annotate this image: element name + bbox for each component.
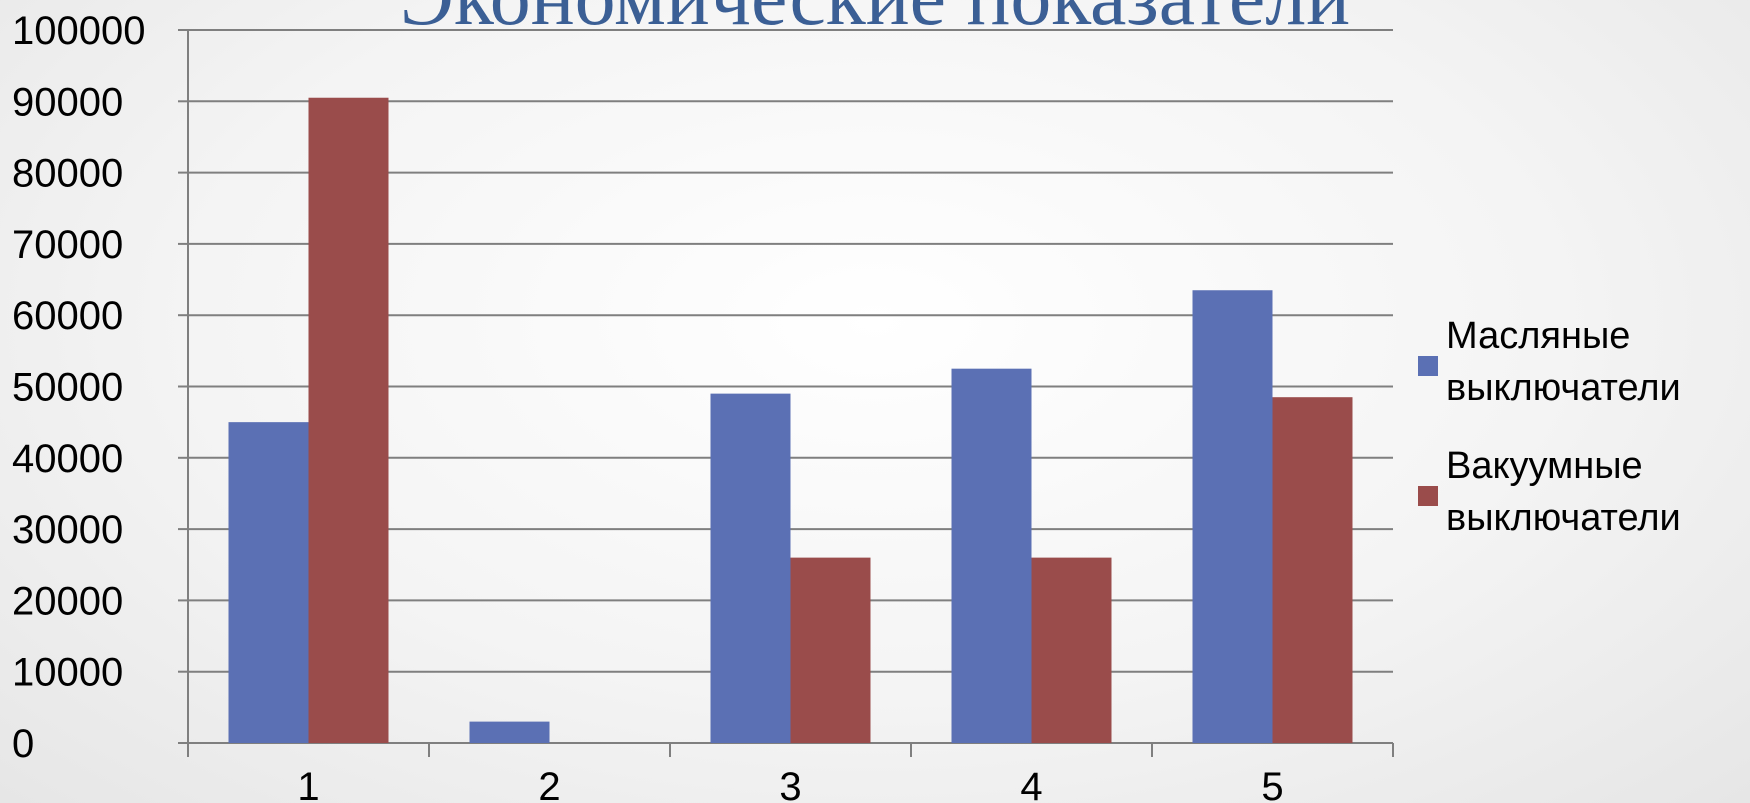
y-tick-label: 60000 (12, 294, 123, 338)
x-tick-label: 2 (538, 765, 560, 803)
legend-entry-vacuum: Вакуумные выключатели (1418, 445, 1681, 539)
y-tick-label: 90000 (12, 80, 123, 124)
bars (228, 97, 1353, 744)
y-tick-label: 50000 (12, 366, 123, 410)
x-tick-label: 4 (1020, 765, 1042, 803)
legend-label: Вакуумные (1446, 445, 1643, 487)
bar-oil-1 (228, 422, 309, 743)
x-tick-label: 5 (1261, 765, 1283, 803)
y-tick-label: 80000 (12, 152, 123, 196)
legend-swatch (1418, 356, 1438, 376)
x-tick-label: 3 (779, 765, 801, 803)
bar-vacuum-3 (790, 557, 871, 743)
legend-label: выключатели (1446, 367, 1681, 409)
y-tick-label: 70000 (12, 223, 123, 267)
bar-vacuum-4 (1031, 557, 1112, 743)
x-tick-label: 1 (297, 765, 319, 803)
y-tick-label: 10000 (12, 651, 123, 695)
legend-swatch (1418, 486, 1438, 506)
y-tick-label: 100000 (12, 9, 145, 53)
bar-vacuum-1 (308, 97, 389, 744)
bar-vacuum-5 (1272, 397, 1353, 743)
bar-oil-2 (469, 721, 550, 743)
legend-label: Масляные (1446, 315, 1630, 357)
bar-oil-5 (1192, 290, 1273, 743)
legend-label: выключатели (1446, 497, 1681, 539)
chart-title: Экономические показатели (0, 0, 1750, 42)
legend: Масляные выключатели Вакуумные выключатели (1418, 315, 1681, 539)
bar-oil-4 (951, 368, 1032, 743)
y-tick-label: 30000 (12, 508, 123, 552)
y-tick-label: 0 (12, 722, 34, 766)
bar-oil-3 (710, 393, 791, 743)
y-tick-label: 40000 (12, 437, 123, 481)
y-axis: 0 10000 20000 30000 40000 50000 60000 70000 8000… (12, 9, 189, 766)
x-axis: 1 2 3 4 5 (187, 742, 1394, 803)
legend-entry-oil: Масляные выключатели (1418, 315, 1681, 409)
y-tick-label: 20000 (12, 579, 123, 623)
